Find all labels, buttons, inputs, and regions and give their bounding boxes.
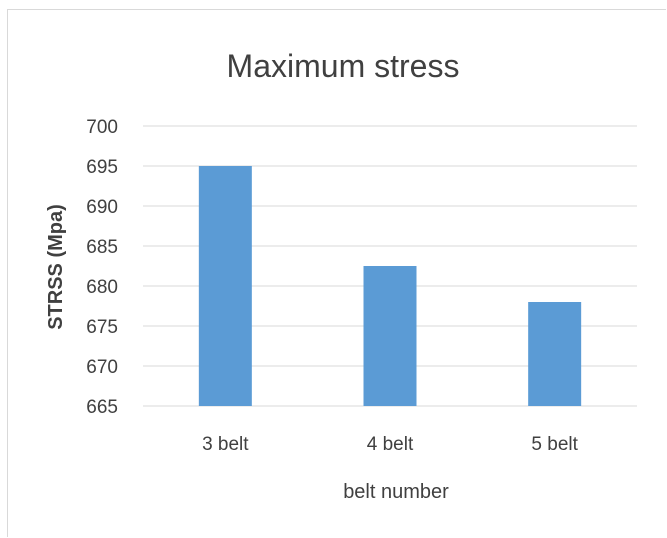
- y-tick-label: 665: [86, 397, 118, 418]
- bar-4-belt: [363, 266, 417, 406]
- x-tick-label: 4 belt: [367, 434, 414, 455]
- y-axis-ticks: 665 670 675 680 685 690 695 700: [86, 117, 118, 418]
- x-tick-label: 5 belt: [531, 434, 578, 455]
- y-tick-label: 690: [86, 197, 118, 218]
- chart-title: Maximum stress: [227, 48, 460, 84]
- y-tick-label: 680: [86, 277, 118, 298]
- y-tick-label: 695: [86, 157, 118, 178]
- x-axis-title: belt number: [343, 481, 449, 503]
- bars: [198, 166, 582, 406]
- y-tick-label: 700: [86, 117, 118, 138]
- x-tick-label: 3 belt: [202, 434, 249, 455]
- y-tick-label: 685: [86, 237, 118, 258]
- chart-frame: [7, 9, 666, 537]
- bar-3-belt: [198, 166, 252, 406]
- y-tick-label: 670: [86, 357, 118, 378]
- x-axis-ticks: 3 belt 4 belt 5 belt: [202, 434, 579, 455]
- y-axis-title: STRSS (Mpa): [45, 204, 67, 330]
- bar-5-belt: [528, 302, 582, 406]
- y-tick-label: 675: [86, 317, 118, 338]
